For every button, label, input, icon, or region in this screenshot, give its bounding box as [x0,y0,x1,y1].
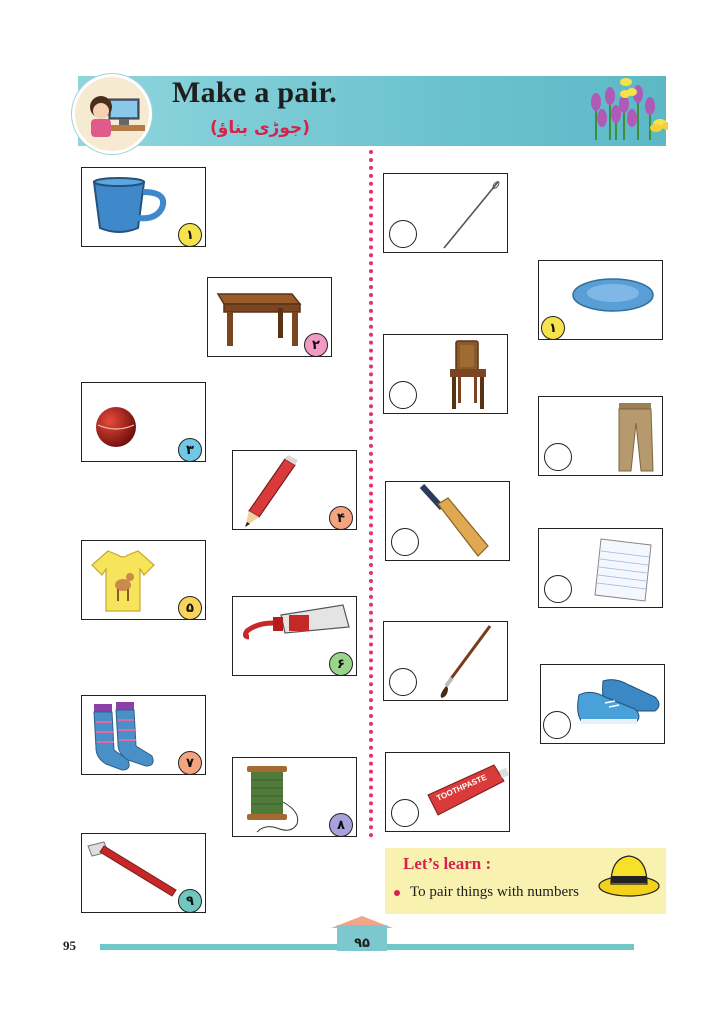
hat-icon [598,855,660,897]
lets-learn-objective: To pair things with numbers [410,884,579,900]
page-number-urdu: ۹۵ [337,925,387,951]
table-icon [216,293,302,346]
answer-circle[interactable] [543,711,571,739]
number-badge: ۳ [178,438,202,462]
number-badge: ۶ [329,652,353,676]
card-saucer: ۱ [538,260,663,340]
number-badge: ۵ [178,596,202,620]
answer-circle[interactable] [391,528,419,556]
page-title: Make a pair. [172,76,337,109]
shoes-icon [577,679,660,724]
bat-icon [419,484,489,557]
card-trousers [538,396,663,476]
card-paintbrush [383,621,508,701]
pencil-icon [245,455,298,527]
number-badge: ۱ [541,316,565,340]
number-badge: ۸ [329,813,353,837]
needle-icon [443,181,500,249]
answer-circle[interactable] [389,381,417,409]
number-badge: ۷ [178,751,202,775]
trousers-icon [618,403,654,472]
card-tshirt: ۵ [81,540,206,620]
chair-icon [450,340,486,409]
bullet-icon [394,890,400,896]
number-badge: ۹ [178,889,202,913]
child-computer-illustration [72,74,152,154]
answer-circle[interactable] [389,668,417,696]
number-badge: ۱ [178,223,202,247]
page-number: 95 [63,938,76,953]
socks-icon [93,702,154,771]
paint-tube-icon [242,604,350,640]
ball-icon [96,407,136,447]
card-paint-tube: ۶ [232,596,357,676]
notebook-paper-icon [594,538,652,602]
card-toothpaste: TOOTHPASTE [385,752,510,832]
answer-circle[interactable] [544,443,572,471]
saucer-icon [572,278,654,312]
number-badge: ۲ [304,333,328,357]
card-ball: ۳ [81,382,206,462]
header-banner [78,76,668,146]
card-bat [385,481,510,561]
answer-circle[interactable] [389,220,417,248]
column-divider [369,150,373,838]
card-table: ۲ [207,277,332,357]
card-chair [383,334,508,414]
card-socks: ۷ [81,695,206,775]
card-shoes [540,664,665,744]
answer-circle[interactable] [391,799,419,827]
flowers-decoration [591,78,668,140]
tshirt-icon [91,550,155,612]
card-needle [383,173,508,253]
thread-spool-icon [247,766,299,833]
card-pencil: ۴ [232,450,357,530]
card-thread-spool: ۸ [232,757,357,837]
card-notebook-paper [538,528,663,608]
toothbrush-icon [87,841,177,897]
page-subtitle-urdu: (جوڑی بناؤ) [210,118,311,138]
card-toothbrush: ۹ [81,833,206,913]
cup-icon [92,177,167,233]
paintbrush-icon [440,625,492,698]
answer-circle[interactable] [544,575,572,603]
lets-learn-box [385,848,666,914]
card-cup: ۱ [81,167,206,247]
number-badge: ۴ [329,506,353,530]
lets-learn-title: Let’s learn : [403,854,492,873]
toothpaste-icon: TOOTHPASTE [427,764,510,816]
